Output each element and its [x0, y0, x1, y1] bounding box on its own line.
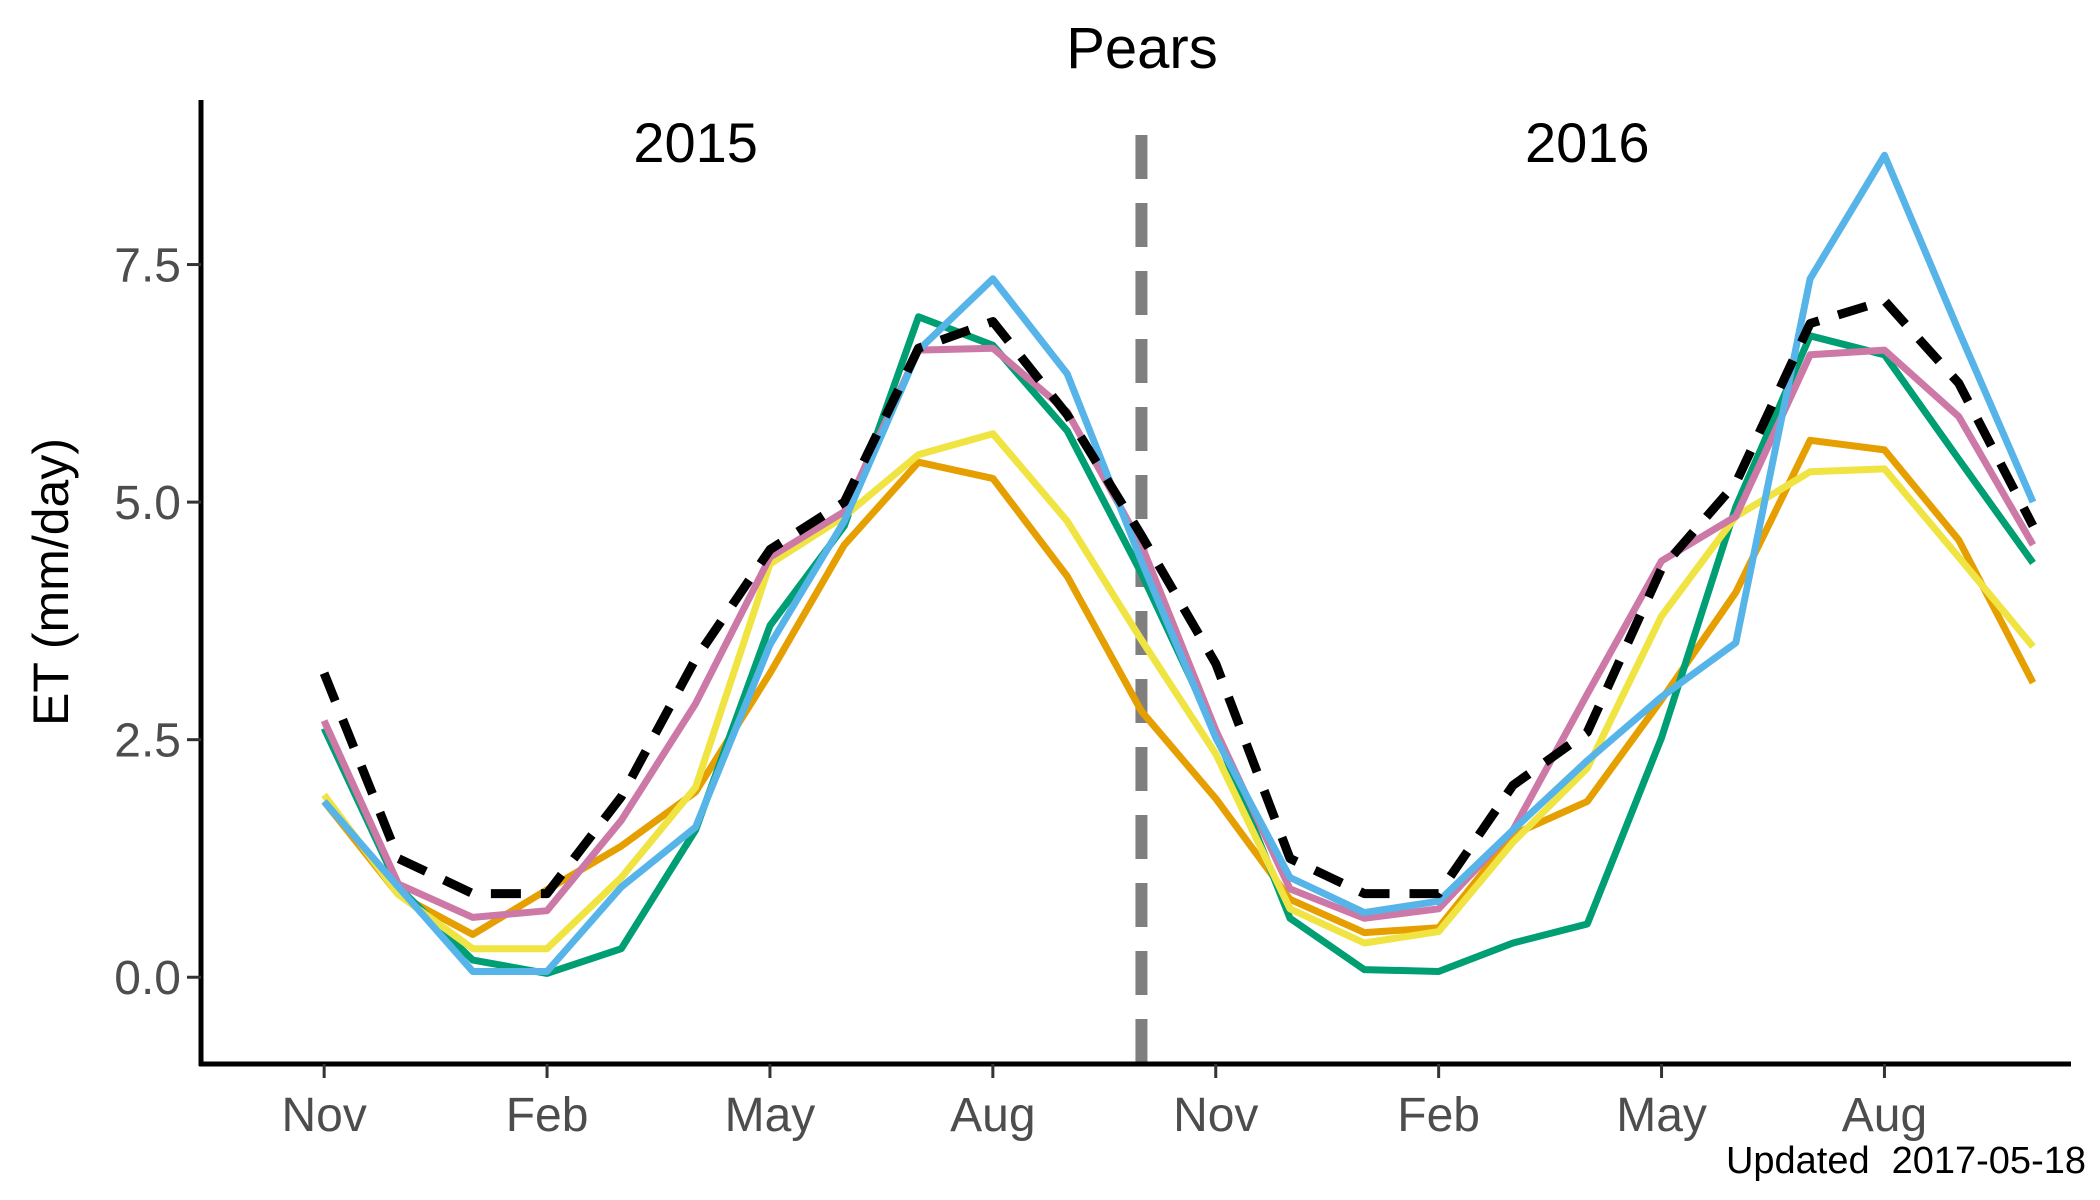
y-axis-ticks: 0.0 2.5 5.0 7.5	[114, 240, 201, 1005]
x-tick-label: Nov	[1173, 1089, 1258, 1142]
series-line-1	[321, 436, 2037, 938]
series-line-4	[320, 344, 2037, 922]
y-tick-label: 7.5	[114, 240, 181, 293]
series-line-5	[321, 151, 2037, 975]
updated-label: Updated	[1726, 1140, 1870, 1182]
x-axis-ticks: Nov Feb May Aug Nov Feb May Aug	[281, 1064, 1927, 1142]
x-tick-label: Aug	[1842, 1089, 1927, 1142]
y-tick-label: 2.5	[114, 715, 181, 768]
x-tick-label: Feb	[1397, 1089, 1480, 1142]
x-tick-label: Nov	[281, 1089, 366, 1142]
plot-area: 2015 2016	[319, 111, 2037, 1062]
water-year-label: 2015	[633, 111, 758, 174]
water-year-label: 2016	[1525, 111, 1650, 174]
footer-updated: Updated 2017-05-18	[1726, 1140, 2086, 1182]
x-tick-label: May	[1616, 1089, 1707, 1142]
series-line-6	[319, 296, 2037, 899]
series-line-3	[321, 430, 2036, 953]
y-tick-label: 0.0	[114, 952, 181, 1005]
x-tick-label: May	[725, 1089, 816, 1142]
y-tick-label: 5.0	[114, 477, 181, 530]
x-tick-label: Aug	[950, 1089, 1035, 1142]
updated-date: 2017-05-18	[1892, 1140, 2086, 1182]
chart-title: Pears	[1066, 16, 1218, 81]
x-tick-label: Feb	[506, 1089, 589, 1142]
y-axis-title: ET (mm/day)	[23, 438, 79, 726]
